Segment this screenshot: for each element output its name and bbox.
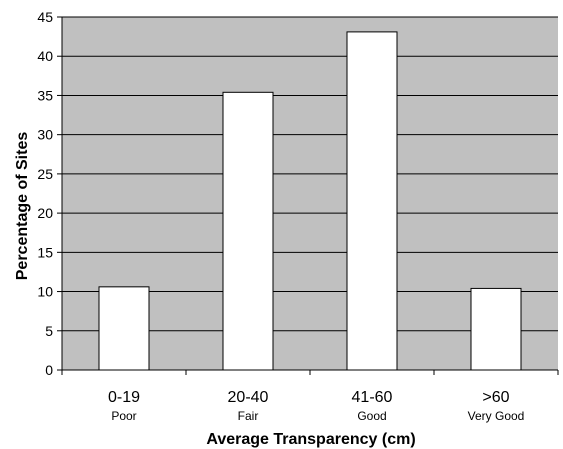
axes — [57, 16, 559, 375]
bars — [98, 31, 522, 371]
x-category-label: >60 — [482, 389, 509, 406]
y-tick-label: 20 — [37, 205, 53, 221]
y-tick-label: 5 — [45, 323, 53, 339]
y-tick-label: 25 — [37, 166, 53, 182]
x-category-labels: 0-19 Poor 20-40 Fair 41-60 Good >60 Very Good — [108, 389, 524, 423]
x-category-sublabel: Fair — [238, 409, 259, 423]
y-tick-labels: 0 5 10 15 20 25 30 35 40 45 — [37, 9, 53, 378]
x-category-sublabel: Good — [357, 409, 386, 423]
x-category-sublabel: Very Good — [468, 409, 525, 423]
x-axis-title: Average Transparency (cm) — [206, 431, 415, 448]
bar-2 — [346, 31, 398, 371]
y-tick-label: 30 — [37, 127, 53, 143]
bar-1 — [222, 91, 274, 371]
bar-3 — [470, 287, 522, 371]
x-category-sublabel: Poor — [111, 409, 136, 423]
y-tick-label: 10 — [37, 284, 53, 300]
y-tick-label: 15 — [37, 244, 53, 260]
y-axis-title: Percentage of Sites — [14, 132, 31, 281]
bar-0 — [98, 286, 150, 371]
y-tick-label: 45 — [37, 9, 53, 25]
y-tick-label: 35 — [37, 87, 53, 103]
y-tick-label: 0 — [45, 362, 53, 378]
x-category-label: 20-40 — [228, 389, 269, 406]
y-tick-label: 40 — [37, 48, 53, 64]
x-category-label: 41-60 — [352, 389, 393, 406]
x-category-label: 0-19 — [108, 389, 140, 406]
